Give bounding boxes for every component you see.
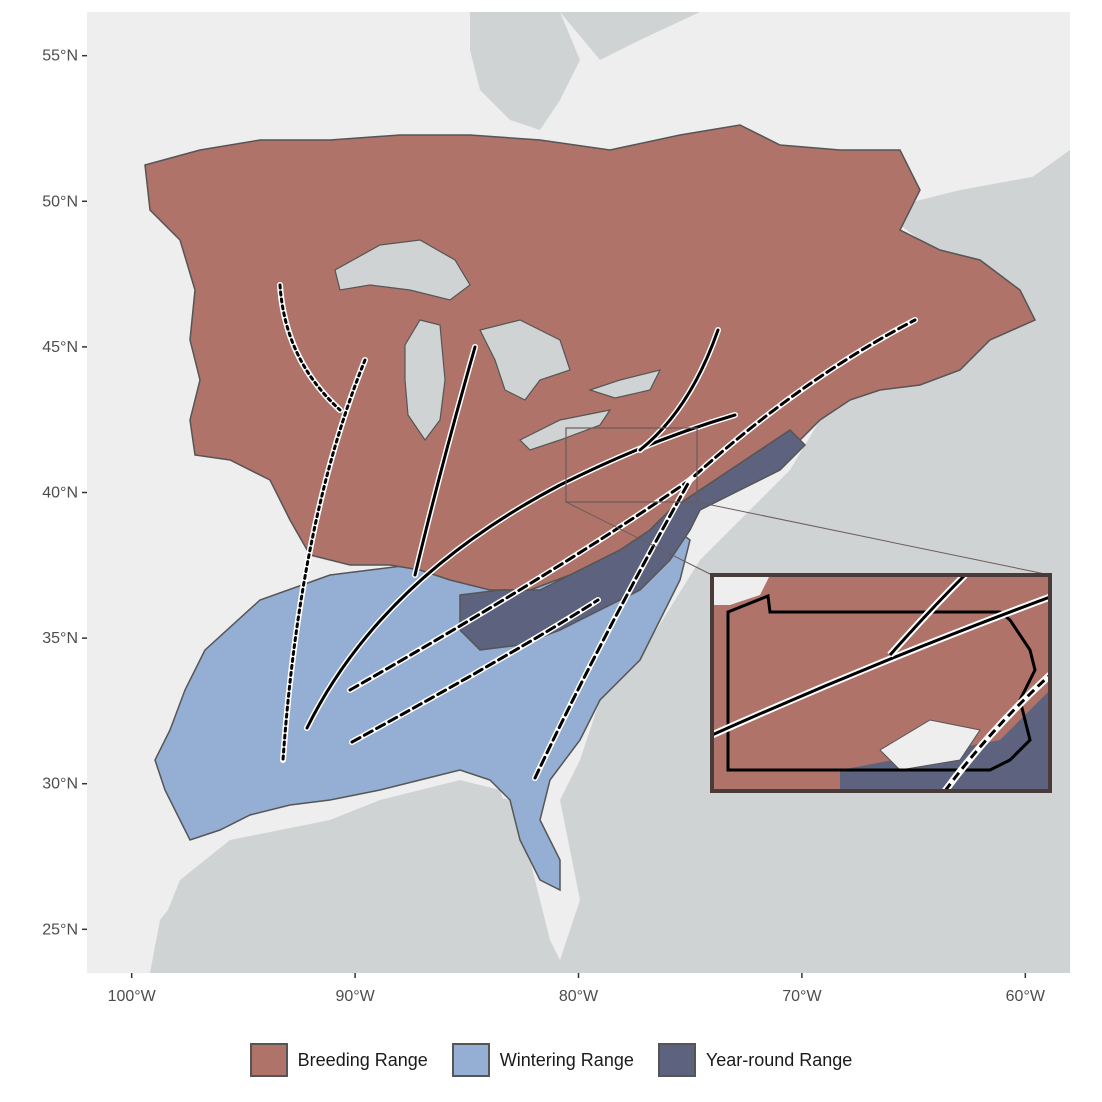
lat-tick-label: 40°N (42, 485, 78, 502)
lake-ontario (588, 369, 662, 399)
legend-item-year-round: Year-round Range (657, 1043, 853, 1077)
gulf-water (150, 790, 560, 973)
legend-swatch-breeding (249, 1043, 288, 1077)
lat-tick-label: 35°N (42, 630, 78, 647)
inset-map (710, 573, 1052, 793)
lon-tick-label: 100°W (108, 988, 157, 1005)
legend-item-breeding: Breeding Range (249, 1043, 428, 1077)
lat-tick-label: 55°N (42, 48, 78, 65)
st-lawrence-water (880, 170, 1070, 280)
inset-connector (565, 501, 713, 576)
inset-state-outline (726, 593, 1037, 772)
latitude-axis: 55°N 50°N 45°N 40°N 35°N 30°N 25°N (42, 48, 87, 938)
lake-michigan (404, 319, 446, 442)
lon-tick-label: 60°W (1006, 988, 1046, 1005)
legend: Breeding Range Wintering Range Year-roun… (0, 1040, 1102, 1080)
legend-label-breeding: Breeding Range (297, 1049, 428, 1070)
lat-tick-label: 50°N (42, 193, 78, 210)
great-lakes (334, 239, 662, 451)
hudson-bay (470, 12, 580, 130)
year-round-range (459, 429, 807, 651)
lon-tick-label: 70°W (782, 988, 822, 1005)
flyway-solid (304, 327, 738, 731)
lake-huron (479, 319, 571, 401)
lon-tick-label: 90°W (335, 988, 375, 1005)
map-panel (87, 12, 1070, 973)
lake-superior (334, 239, 471, 301)
inset-frame (710, 573, 1052, 793)
inset-gap (879, 719, 981, 771)
flyway-dotted (277, 282, 368, 763)
lat-tick-label: 45°N (42, 339, 78, 356)
legend-label-wintering: Wintering Range (499, 1049, 634, 1070)
legend-label-year-round: Year-round Range (705, 1049, 853, 1070)
longitude-axis: 100°W 90°W 80°W 70°W 60°W (108, 973, 1046, 1005)
inset-connector (696, 501, 1051, 576)
lat-tick-label: 25°N (42, 921, 78, 938)
lat-tick-label: 30°N (42, 776, 78, 793)
inset-source-box (565, 427, 698, 503)
legend-item-wintering: Wintering Range (451, 1043, 634, 1077)
lake-erie (518, 409, 612, 451)
legend-swatch-year-round (657, 1043, 696, 1077)
legend-swatch-wintering (451, 1043, 490, 1077)
inset-land-patch (712, 575, 770, 605)
flyway-dashed (347, 317, 918, 781)
lon-tick-label: 80°W (559, 988, 599, 1005)
flyway-lines (277, 282, 918, 781)
